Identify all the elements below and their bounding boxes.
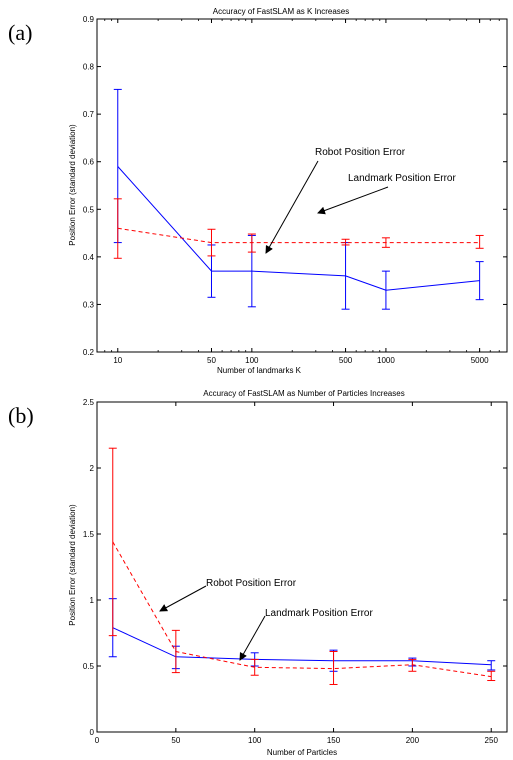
chart-title-a: Accuracy of FastSLAM as K Increases: [213, 7, 350, 16]
y-tick-label: 1: [90, 596, 95, 605]
y-tick-label: 0.3: [83, 300, 95, 309]
annotation-arrow-landmark-b: [240, 616, 265, 660]
x-axis-label-b: Number of Particles: [267, 748, 337, 757]
x-tick-label: 5000: [471, 356, 489, 365]
series-line: [118, 228, 480, 242]
x-axis-ticks-b: 0 50 100 150 200 250: [95, 402, 499, 745]
y-tick-label: 0.6: [83, 158, 95, 167]
x-tick-label: 50: [171, 736, 180, 745]
y-tick-label: 2.5: [83, 398, 95, 407]
panel-label-b: (b): [8, 403, 34, 428]
x-tick-label: 250: [485, 736, 499, 745]
annotation-robot-error-b: Robot Position Error: [206, 578, 297, 589]
y-tick-label: 0.4: [83, 253, 95, 262]
x-tick-label: 100: [248, 736, 262, 745]
series-line: [118, 167, 480, 291]
series-group-a: [114, 89, 484, 309]
x-tick-label: 10: [113, 356, 122, 365]
y-tick-label: 0.5: [83, 205, 95, 214]
x-axis-label-a: Number of landmarks K: [217, 366, 302, 375]
annotation-arrow-landmark-a: [318, 187, 388, 213]
x-tick-label: 500: [339, 356, 353, 365]
y-axis-ticks-a: 0.2 0.3 0.4 0.5 0.6 0.7 0.8 0.9: [83, 15, 507, 357]
x-tick-label: 200: [406, 736, 420, 745]
y-tick-label: 0.5: [83, 662, 95, 671]
panel-label-a: (a): [8, 20, 32, 45]
error-bar: [109, 448, 117, 635]
annotation-landmark-error-a: Landmark Position Error: [348, 173, 456, 184]
series-a-1: [114, 199, 484, 258]
error-bar: [248, 234, 256, 252]
x-tick-label: 0: [95, 736, 100, 745]
x-tick-label: 1000: [377, 356, 395, 365]
series-a-0: [114, 89, 484, 309]
x-tick-label: 100: [245, 356, 259, 365]
error-bar: [251, 659, 259, 675]
plot-frame-a: [97, 19, 507, 352]
y-tick-label: 2: [90, 464, 95, 473]
y-tick-label: 0.9: [83, 15, 95, 24]
panel-b: (b) Accuracy of FastSLAM as Number of Pa…: [8, 389, 507, 757]
annotation-arrow-robot-b: [160, 586, 206, 611]
series-group-b: [109, 448, 495, 684]
annotations-b: Robot Position Error Landmark Position E…: [160, 578, 373, 660]
x-tick-label: 150: [327, 736, 341, 745]
error-bar: [476, 235, 484, 248]
series-b-1: [109, 448, 495, 684]
series-line: [113, 628, 491, 665]
y-tick-label: 1.5: [83, 530, 95, 539]
error-bar: [487, 661, 495, 670]
x-axis-ticks-a: 10 50 100 500 1000 5000: [97, 19, 507, 365]
annotation-arrow-robot-a: [266, 161, 318, 253]
y-axis-ticks-b: 00.511.522.5: [83, 398, 507, 737]
annotation-robot-error-a: Robot Position Error: [315, 147, 406, 158]
y-axis-label-b: Position Error (standard deviation): [68, 504, 77, 626]
annotations-a: Robot Position Error Landmark Position E…: [266, 147, 456, 253]
y-tick-label: 0.2: [83, 348, 95, 357]
plot-frame-b: [97, 402, 507, 732]
error-bar: [172, 630, 180, 672]
annotation-landmark-error-b: Landmark Position Error: [265, 608, 373, 619]
y-tick-label: 0.7: [83, 110, 95, 119]
x-tick-label: 50: [207, 356, 216, 365]
y-axis-label-a: Position Error (standard deviation): [68, 124, 77, 246]
chart-title-b: Accuracy of FastSLAM as Number of Partic…: [203, 389, 404, 398]
y-tick-label: 0.8: [83, 63, 95, 72]
panel-a: (a) Accuracy of FastSLAM as K Increases …: [8, 7, 507, 375]
